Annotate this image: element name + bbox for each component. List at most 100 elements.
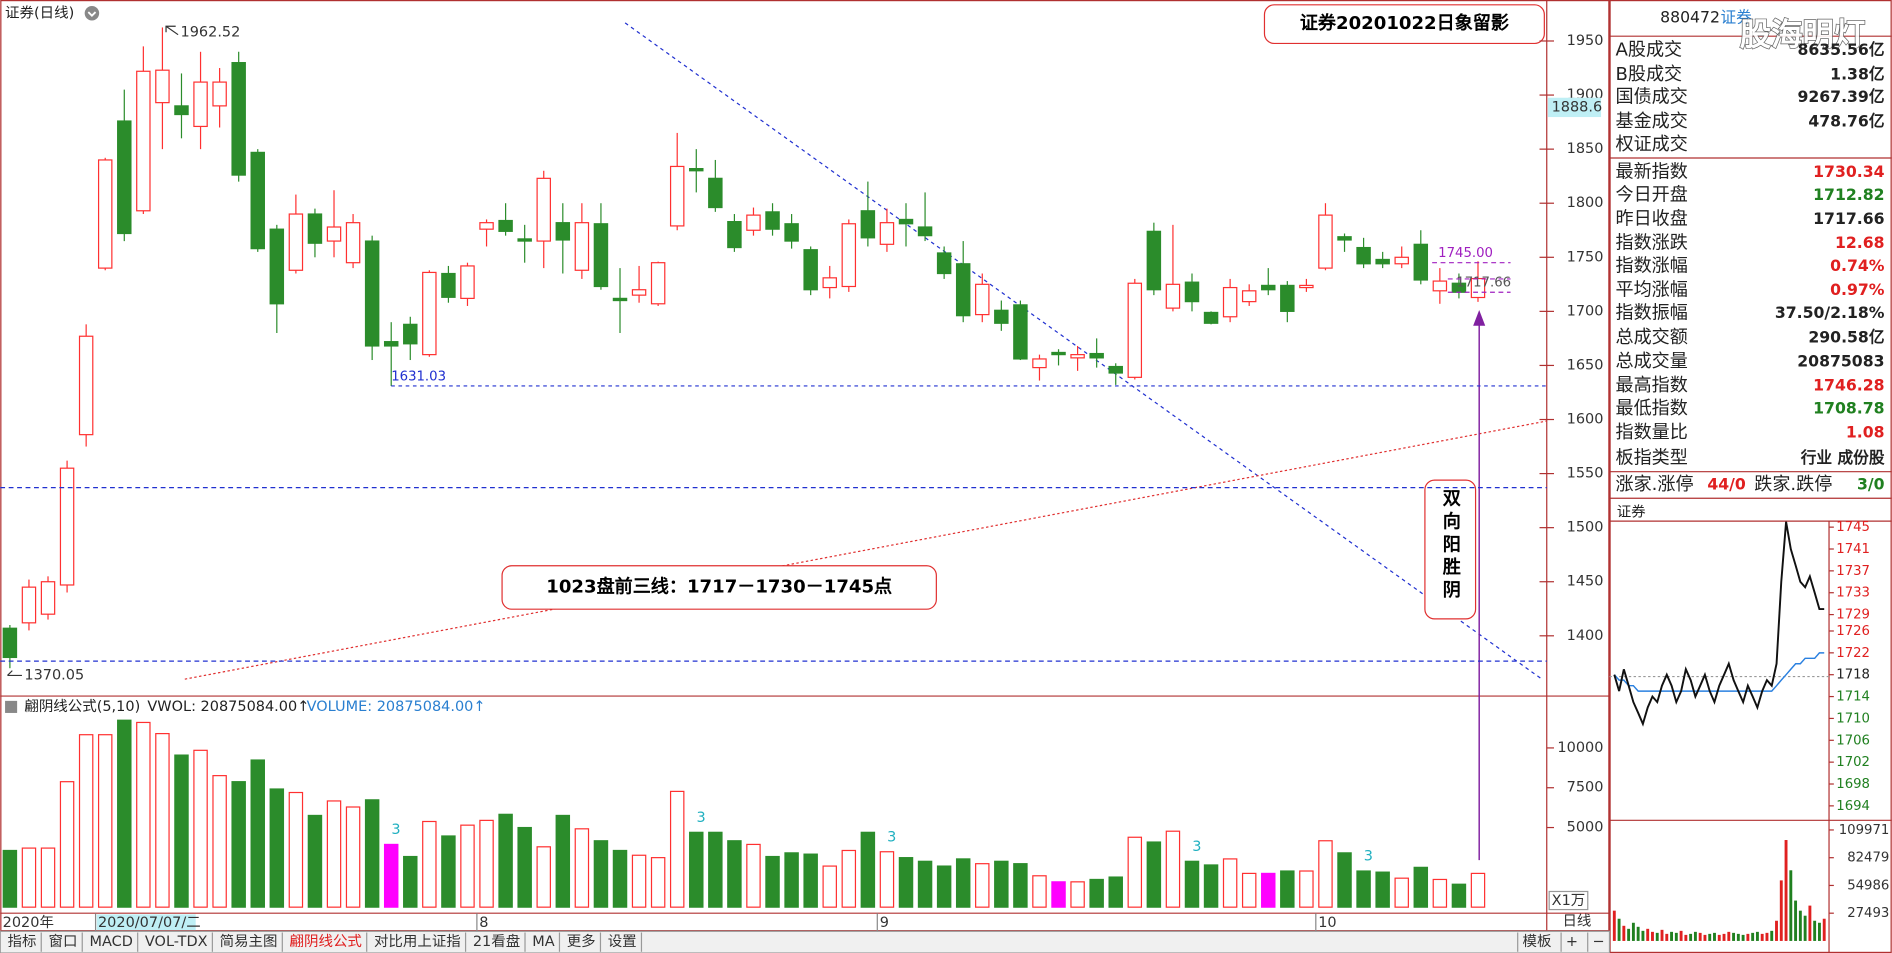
candle-body (1203, 311, 1219, 324)
mini-volume-bar (1813, 920, 1817, 941)
tab[interactable]: 指标 (7, 933, 36, 950)
volume-bar (1375, 871, 1390, 908)
mini-volume-bar (1651, 931, 1654, 941)
quote-label: 指数涨跌 (1616, 233, 1688, 254)
annotation-title: 证券20201022日象留影 (1300, 12, 1509, 34)
volume-bar (326, 800, 342, 908)
mini-volume-bar (1627, 928, 1631, 941)
mini-volume-bar (1622, 925, 1626, 941)
candle-body (59, 467, 75, 586)
mini-volume-bar (1751, 932, 1755, 941)
high-pointer (165, 25, 179, 36)
settings-icon[interactable] (84, 6, 100, 21)
volume-bar (193, 749, 208, 908)
candle-body (1280, 284, 1295, 312)
mini-volume-bar (1732, 932, 1736, 941)
tab[interactable]: MA (532, 934, 554, 950)
date-label: 2020/07/07/二 (98, 915, 201, 931)
candle-body (1127, 282, 1143, 378)
tab[interactable]: 简易主图 (220, 933, 278, 950)
candle-body (1394, 256, 1409, 265)
tab[interactable]: 21看盘 (473, 932, 520, 950)
quote-label: 权证成交 (1616, 134, 1688, 155)
tab[interactable]: MACD (89, 934, 132, 950)
candle-body (1241, 290, 1257, 303)
volume-bar (479, 819, 494, 908)
mini-volume-bar (1698, 932, 1702, 941)
volume-bar (1203, 864, 1219, 908)
breadth-label: 涨家.涨停 (1616, 474, 1694, 495)
level-label: 1745.00 (1438, 246, 1493, 261)
quote-label: 最高指数 (1616, 375, 1688, 396)
candle-body (1184, 281, 1200, 303)
right-tab[interactable]: − (1593, 934, 1605, 950)
volume-bar (1318, 840, 1333, 908)
mini-volume-bar (1612, 910, 1616, 941)
candle-body (765, 211, 780, 230)
y-tick-label: 1850 (1567, 141, 1604, 157)
candle-body (441, 272, 456, 298)
volume-bar (40, 847, 56, 908)
volume-mark: 3 (887, 829, 896, 845)
cursor-price-box (1547, 97, 1602, 118)
mini-v-label: 82479 (1847, 851, 1889, 866)
mini-volume-bar (1660, 929, 1664, 941)
candle-body (21, 586, 37, 624)
mini-title: 证券 (1617, 504, 1646, 521)
candle-body (1432, 280, 1448, 292)
volume-header: 翩阴线公式(5,10) (24, 698, 140, 715)
candle-body (822, 277, 837, 289)
volume-bar (574, 828, 590, 908)
v-tick-label: 10000 (1557, 740, 1603, 756)
candle-body (898, 218, 914, 225)
volume-bar (288, 791, 304, 908)
mini-volume-bar (1741, 934, 1745, 941)
high-label: 1962.52 (181, 24, 241, 40)
candle-body (1070, 354, 1085, 359)
volume-bar (441, 835, 456, 908)
candle-body (1261, 284, 1276, 291)
quote-label: 板指类型 (1616, 447, 1688, 468)
volume-bar (269, 788, 285, 908)
arrow-head (1473, 310, 1486, 326)
mini-volume-bar (1708, 933, 1712, 941)
mini-volume-bar (1641, 930, 1645, 941)
mini-volume-bar (1736, 933, 1740, 941)
candle-body (860, 210, 876, 239)
mini-volume-bar (1655, 932, 1659, 941)
volume-bar (231, 781, 246, 908)
candle-body (994, 309, 1009, 324)
mini-volume-bar (1631, 922, 1635, 941)
volume-bar (975, 863, 990, 908)
y-tick-label: 1550 (1567, 466, 1604, 482)
tab[interactable]: 对比用上证指 (374, 933, 461, 950)
candle-body (1318, 214, 1333, 269)
volume-bar (669, 790, 685, 908)
candle-body (746, 214, 761, 231)
right-tab[interactable]: 模板 (1523, 932, 1552, 950)
quote-value: 行业 成份股 (1800, 448, 1885, 467)
candle-body (708, 177, 723, 209)
header-icon (5, 700, 18, 713)
volume-header: VOLUME: 20875084.00↑ (307, 699, 486, 715)
tab[interactable]: 更多 (567, 933, 596, 950)
tab[interactable]: VOL-TDX (145, 934, 208, 950)
candle-body (97, 159, 113, 269)
tab[interactable]: 窗口 (48, 932, 77, 950)
candle-body (1165, 283, 1181, 309)
right-tab[interactable]: + (1566, 934, 1578, 950)
volume-bar (117, 719, 132, 908)
quote-value: 290.58亿 (1808, 327, 1884, 346)
period-label[interactable]: 日线 (1562, 913, 1591, 930)
y-tick-label: 1600 (1567, 412, 1604, 428)
volume-bar (422, 820, 437, 908)
mini-y-label: 1741 (1836, 542, 1870, 557)
tab[interactable]: 翩阴线公式 (290, 933, 362, 950)
volume-bar (1337, 852, 1352, 908)
volume-bar (1108, 876, 1123, 908)
candle-body (2, 627, 18, 659)
tab[interactable]: 设置 (608, 933, 637, 950)
quote-value: 1730.34 (1813, 162, 1884, 181)
candle-body (1108, 365, 1123, 374)
